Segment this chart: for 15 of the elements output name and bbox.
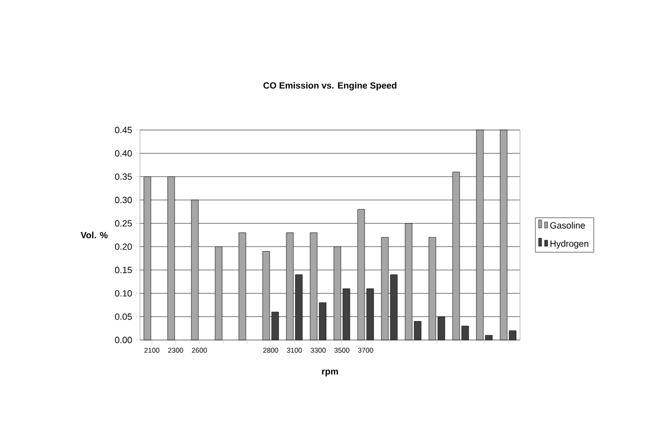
legend-label: Gasoline: [550, 222, 585, 229]
y-tick-label: 0.25: [115, 220, 132, 227]
y-tick-label: 0.30: [115, 196, 132, 204]
y-axis-title: Vol. %: [80, 232, 108, 238]
legend-label: Hydrogen: [550, 240, 588, 249]
y-tick-label: 0.15: [115, 266, 132, 274]
y-tick-label: 0.40: [115, 150, 132, 157]
x-axis-title: rpm: [322, 370, 338, 376]
y-tick-label: 0.45: [115, 126, 132, 134]
y-tick-label: 0.10: [115, 290, 132, 297]
y-tick-label: 0.00: [115, 336, 132, 344]
y-tick-label: 0.35: [115, 173, 132, 180]
y-tick-label: 0.20: [115, 243, 132, 250]
chart-title: CO Emission vs. Engine Speed: [263, 82, 396, 90]
y-tick-label: 0.05: [115, 313, 132, 320]
